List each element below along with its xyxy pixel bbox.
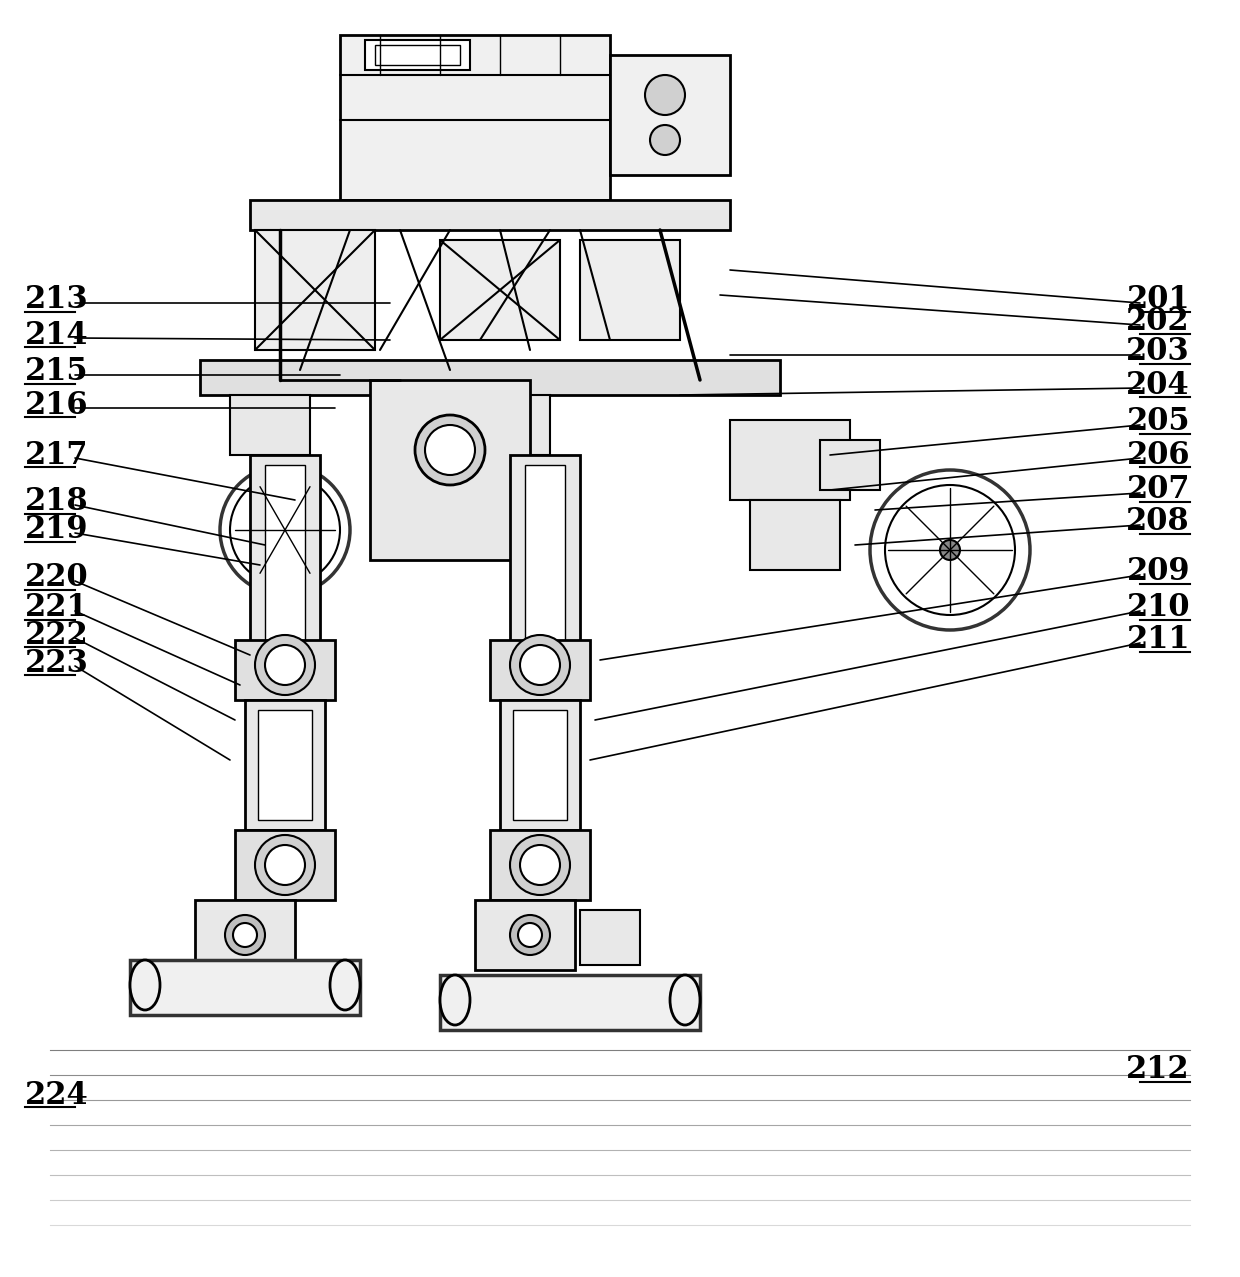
Text: 217: 217 xyxy=(25,439,88,470)
Ellipse shape xyxy=(940,540,960,561)
Text: 208: 208 xyxy=(1126,507,1190,538)
Bar xyxy=(370,381,529,561)
Bar xyxy=(200,360,780,395)
Ellipse shape xyxy=(265,645,305,684)
Bar xyxy=(820,441,880,490)
Text: 220: 220 xyxy=(25,562,88,594)
Text: 223: 223 xyxy=(25,647,89,678)
Ellipse shape xyxy=(510,635,570,695)
Text: 201: 201 xyxy=(1126,285,1190,315)
Bar xyxy=(610,55,730,175)
Bar xyxy=(340,34,610,200)
Ellipse shape xyxy=(415,415,485,485)
Text: 214: 214 xyxy=(25,319,88,350)
Ellipse shape xyxy=(520,845,560,885)
Text: 202: 202 xyxy=(1126,306,1190,337)
Ellipse shape xyxy=(425,425,475,475)
Text: 206: 206 xyxy=(1126,439,1190,470)
Text: 210: 210 xyxy=(1126,593,1190,623)
Text: 211: 211 xyxy=(1126,624,1190,655)
Text: 204: 204 xyxy=(1126,369,1190,401)
Text: 218: 218 xyxy=(25,487,88,517)
Ellipse shape xyxy=(520,645,560,684)
Text: 224: 224 xyxy=(25,1079,89,1111)
Ellipse shape xyxy=(265,845,305,885)
Bar xyxy=(513,710,567,820)
Ellipse shape xyxy=(440,976,470,1025)
Bar xyxy=(475,900,575,971)
Bar xyxy=(365,40,470,70)
Bar xyxy=(750,501,839,570)
Ellipse shape xyxy=(219,465,350,595)
Ellipse shape xyxy=(255,635,315,695)
Ellipse shape xyxy=(130,960,160,1010)
Text: 216: 216 xyxy=(25,389,88,420)
Ellipse shape xyxy=(330,960,360,1010)
Ellipse shape xyxy=(224,916,265,955)
Bar xyxy=(580,911,640,965)
Bar xyxy=(258,710,312,820)
Text: 215: 215 xyxy=(25,356,88,387)
Bar xyxy=(374,45,460,65)
Bar xyxy=(246,700,325,830)
Bar xyxy=(195,900,295,971)
Bar xyxy=(250,200,730,230)
Text: 207: 207 xyxy=(1126,475,1190,506)
Ellipse shape xyxy=(510,916,551,955)
Bar xyxy=(255,230,374,350)
Text: 212: 212 xyxy=(1126,1055,1190,1085)
Bar xyxy=(250,455,320,655)
Bar xyxy=(236,830,335,900)
Bar xyxy=(236,640,335,700)
Ellipse shape xyxy=(229,475,340,585)
Text: 209: 209 xyxy=(1126,557,1190,587)
Ellipse shape xyxy=(255,835,315,895)
Text: 203: 203 xyxy=(1126,337,1190,368)
Bar xyxy=(440,976,701,1031)
Bar xyxy=(510,455,580,655)
Text: 219: 219 xyxy=(25,515,88,545)
Bar xyxy=(730,420,849,501)
Ellipse shape xyxy=(277,522,293,538)
Text: 213: 213 xyxy=(25,285,89,315)
Text: 221: 221 xyxy=(25,593,88,623)
Ellipse shape xyxy=(650,125,680,155)
Text: 205: 205 xyxy=(1126,406,1190,438)
Bar xyxy=(229,395,310,455)
Ellipse shape xyxy=(233,923,257,948)
Bar xyxy=(265,465,305,645)
Bar xyxy=(440,240,560,340)
Bar xyxy=(500,700,580,830)
Bar xyxy=(525,465,565,645)
Bar xyxy=(470,395,551,455)
Bar xyxy=(490,640,590,700)
Ellipse shape xyxy=(885,485,1016,616)
Bar xyxy=(130,960,360,1015)
Text: 222: 222 xyxy=(25,619,89,650)
Ellipse shape xyxy=(518,923,542,948)
Ellipse shape xyxy=(645,75,684,115)
Ellipse shape xyxy=(510,835,570,895)
Bar xyxy=(490,830,590,900)
Ellipse shape xyxy=(670,976,701,1025)
Ellipse shape xyxy=(870,470,1030,630)
Bar xyxy=(580,240,680,340)
